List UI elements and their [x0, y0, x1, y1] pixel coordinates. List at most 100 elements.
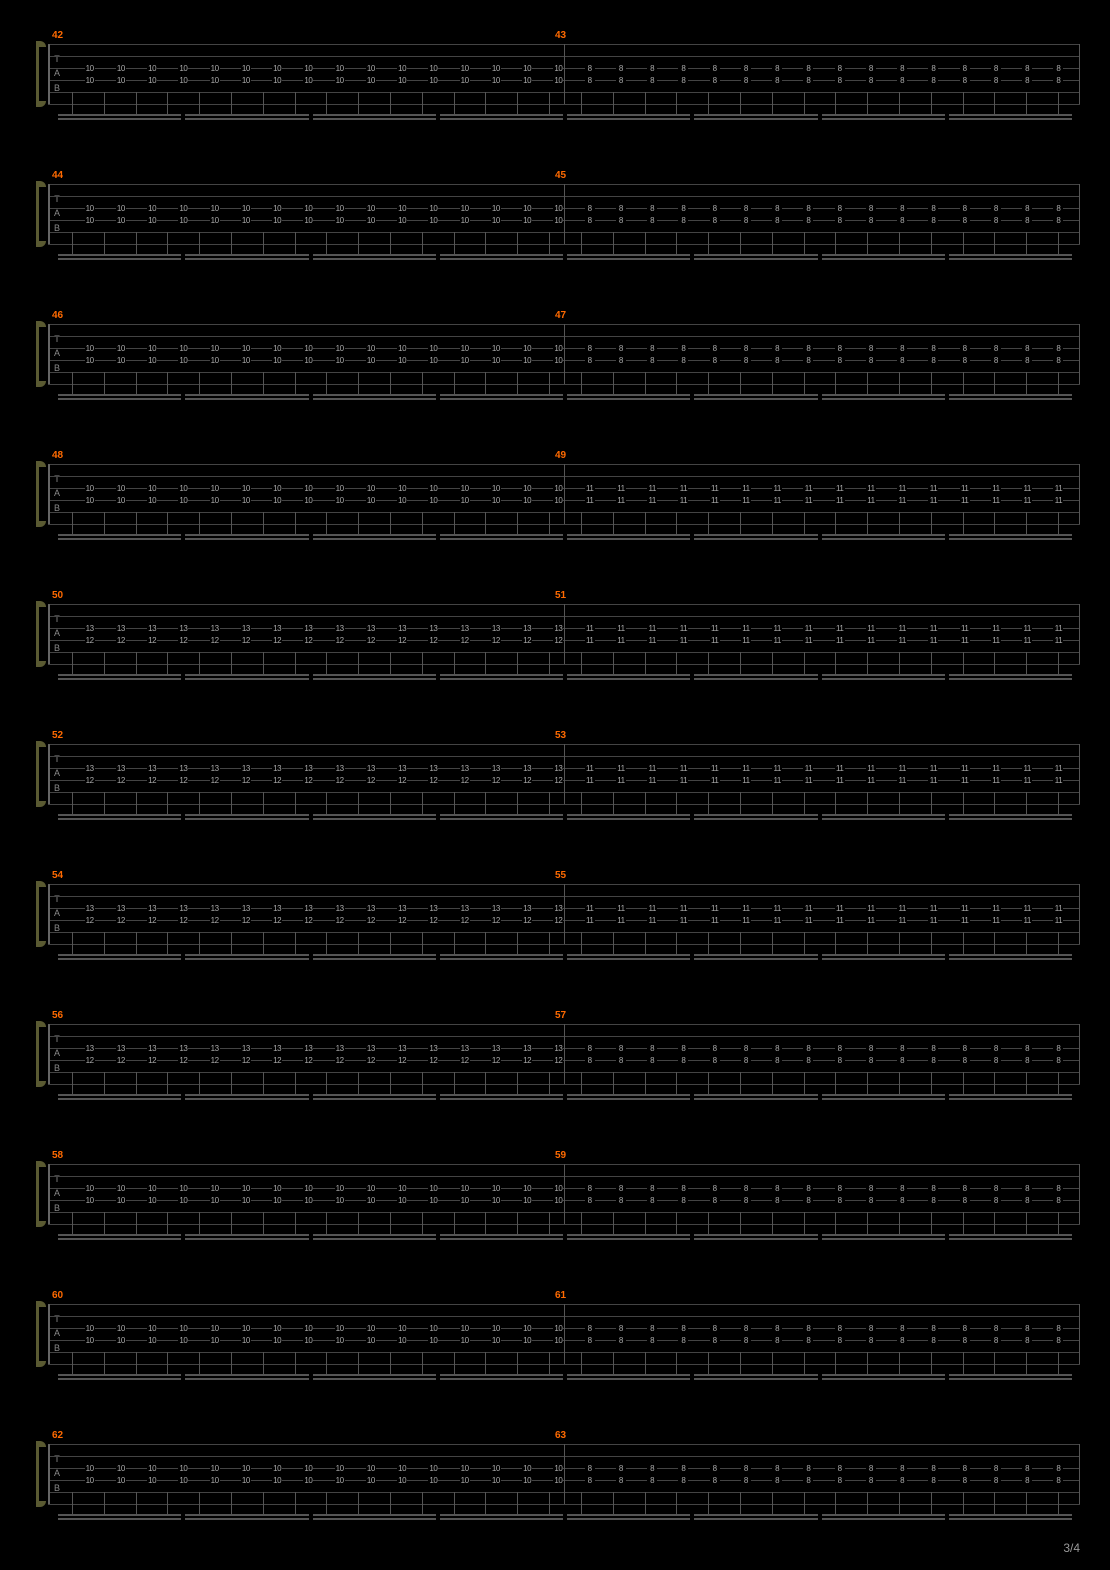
beam-group	[438, 1352, 565, 1384]
beam-group	[183, 652, 310, 684]
tab-system: 5051TAB131213121312131213121312131213121…	[30, 590, 1080, 718]
tab-system: 5253TAB131213121312131213121312131213121…	[30, 730, 1080, 858]
beam-group	[438, 1492, 565, 1524]
beam-group	[820, 1352, 947, 1384]
beam-group	[56, 1492, 183, 1524]
tab-system: 5859TAB101010101010101010101010101010101…	[30, 1150, 1080, 1278]
barline	[1079, 884, 1080, 944]
tab-system: 4849TAB101010101010101010101010101010101…	[30, 450, 1080, 578]
beam-group	[692, 372, 819, 404]
beam-group	[438, 652, 565, 684]
measure-number: 56	[52, 1010, 63, 1021]
beam-group	[565, 232, 692, 264]
beam-group	[56, 932, 183, 964]
beam-group	[692, 932, 819, 964]
barline	[48, 1164, 50, 1224]
beam-group	[820, 92, 947, 124]
system-bracket	[36, 324, 46, 384]
beam-group	[438, 372, 565, 404]
barline	[1079, 44, 1080, 104]
stems-row	[56, 1212, 1074, 1244]
beam-group	[56, 1352, 183, 1384]
barline	[1079, 1444, 1080, 1504]
beam-group	[565, 652, 692, 684]
beam-group	[311, 792, 438, 824]
beam-group	[438, 792, 565, 824]
beam-group	[311, 512, 438, 544]
measure-number: 61	[555, 1290, 566, 1301]
beam-group	[183, 1352, 310, 1384]
beam-group	[947, 1352, 1074, 1384]
beam-group	[438, 92, 565, 124]
beam-group	[692, 512, 819, 544]
beam-group	[692, 1492, 819, 1524]
barline	[1079, 184, 1080, 244]
beam-group	[311, 92, 438, 124]
beam-group	[947, 92, 1074, 124]
beam-group	[183, 932, 310, 964]
beam-group	[565, 1352, 692, 1384]
barline	[1079, 1164, 1080, 1224]
stems-row	[56, 1352, 1074, 1384]
system-bracket	[36, 1024, 46, 1084]
beam-group	[820, 932, 947, 964]
barline	[1079, 604, 1080, 664]
measure-number: 44	[52, 170, 63, 181]
measure-number: 50	[52, 590, 63, 601]
beam-group	[565, 92, 692, 124]
beam-group	[438, 512, 565, 544]
stems-row	[56, 932, 1074, 964]
tab-system: 6263TAB101010101010101010101010101010101…	[30, 1430, 1080, 1558]
measure-number: 46	[52, 310, 63, 321]
beam-group	[183, 232, 310, 264]
measure-number: 55	[555, 870, 566, 881]
beam-group	[56, 1212, 183, 1244]
system-bracket	[36, 884, 46, 944]
beam-group	[692, 792, 819, 824]
beam-group	[438, 932, 565, 964]
barline	[48, 1024, 50, 1084]
tab-system: 5455TAB131213121312131213121312131213121…	[30, 870, 1080, 998]
measure-number: 42	[52, 30, 63, 41]
stems-row	[56, 1072, 1074, 1104]
beam-group	[311, 1072, 438, 1104]
beam-group	[565, 512, 692, 544]
measure-number: 57	[555, 1010, 566, 1021]
beam-group	[820, 652, 947, 684]
beam-group	[56, 92, 183, 124]
beam-group	[947, 932, 1074, 964]
barline	[48, 604, 50, 664]
beam-group	[947, 1212, 1074, 1244]
beam-group	[438, 232, 565, 264]
stems-row	[56, 92, 1074, 124]
barline	[48, 884, 50, 944]
beam-group	[183, 372, 310, 404]
beam-group	[820, 792, 947, 824]
beam-group	[183, 1072, 310, 1104]
tab-system: 4445TAB101010101010101010101010101010101…	[30, 170, 1080, 298]
beam-group	[183, 92, 310, 124]
measure-number: 45	[555, 170, 566, 181]
beam-group	[438, 1072, 565, 1104]
system-bracket	[36, 44, 46, 104]
beam-group	[56, 512, 183, 544]
page-number: 3/4	[1063, 1541, 1080, 1555]
beam-group	[183, 792, 310, 824]
beam-group	[692, 92, 819, 124]
system-bracket	[36, 1164, 46, 1224]
beam-group	[565, 792, 692, 824]
beam-group	[947, 512, 1074, 544]
beam-group	[183, 1212, 310, 1244]
beam-group	[56, 372, 183, 404]
barline	[48, 464, 50, 524]
barline	[48, 324, 50, 384]
beam-group	[311, 372, 438, 404]
beam-group	[947, 232, 1074, 264]
beam-group	[56, 1072, 183, 1104]
beam-group	[565, 932, 692, 964]
measure-number: 43	[555, 30, 566, 41]
system-bracket	[36, 1444, 46, 1504]
stems-row	[56, 792, 1074, 824]
beam-group	[820, 232, 947, 264]
beam-group	[311, 232, 438, 264]
